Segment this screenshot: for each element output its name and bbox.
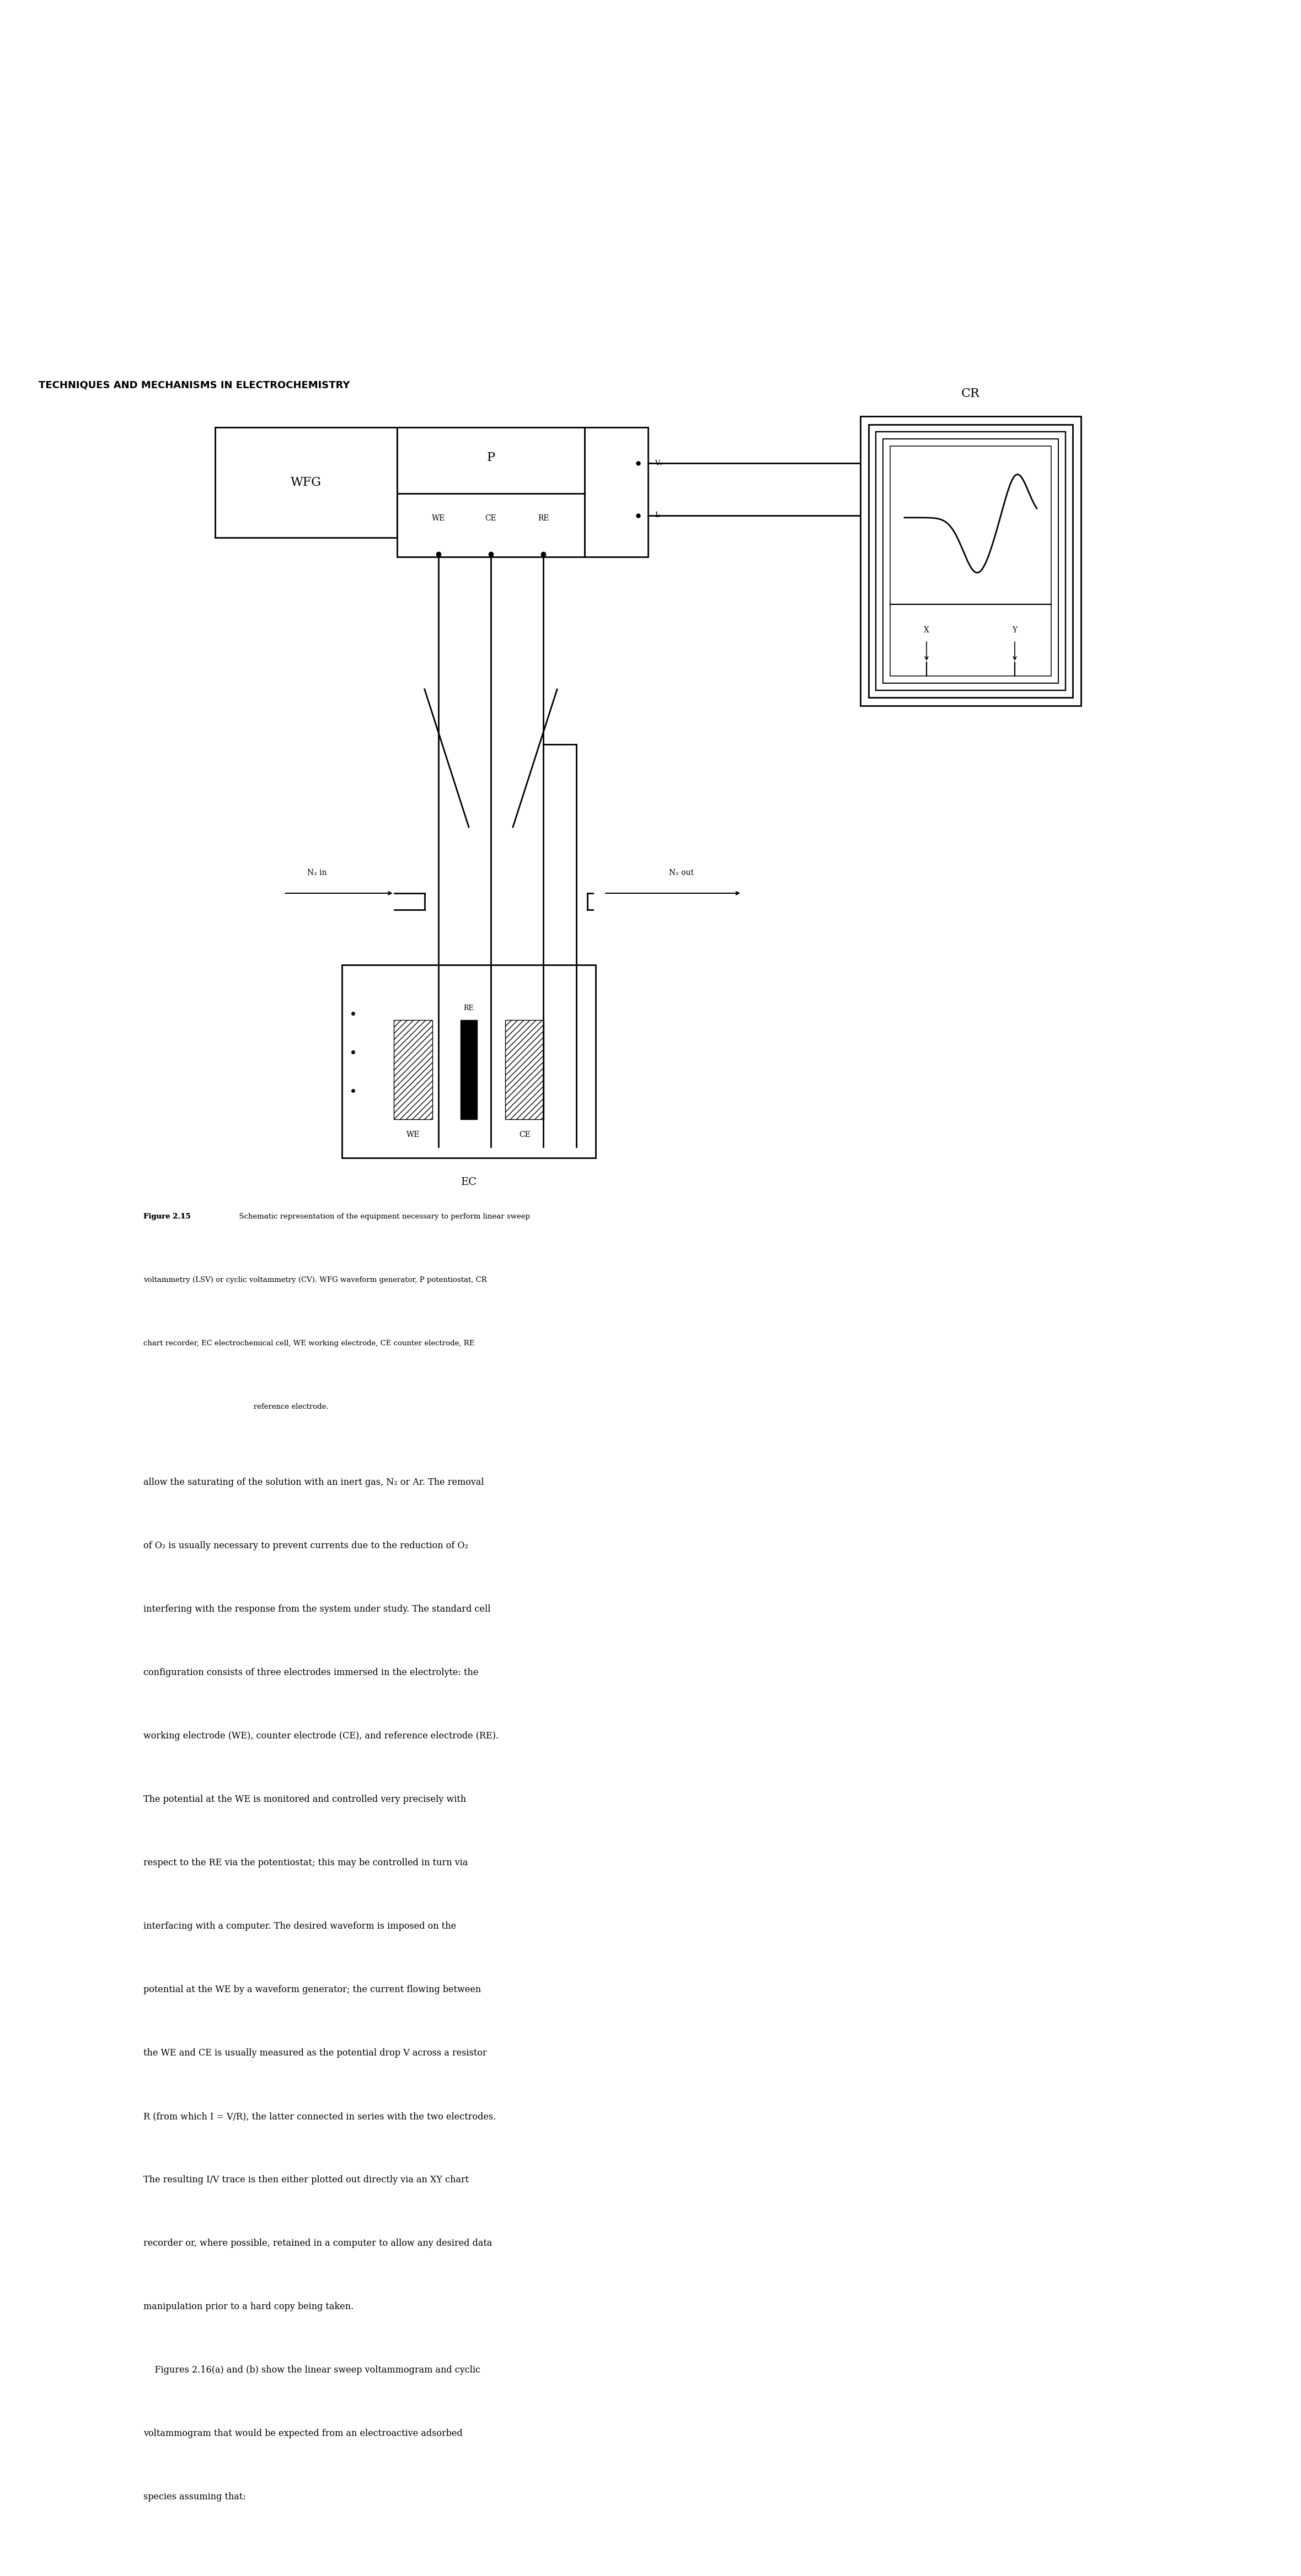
Text: configuration consists of three electrodes immersed in the electrolyte: the: configuration consists of three electrod…	[143, 1667, 479, 1677]
Text: respect to the RE via the potentiostat; this may be controlled in turn via: respect to the RE via the potentiostat; …	[143, 1857, 468, 1868]
Bar	[869, 425, 1073, 698]
Text: RE: RE	[463, 1005, 474, 1012]
Bar	[505, 1020, 544, 1121]
Text: voltammogram that would be expected from an electroactive adsorbed: voltammogram that would be expected from…	[143, 2429, 463, 2437]
Bar	[215, 428, 397, 538]
Text: Schematic representation of the equipment necessary to perform linear sweep: Schematic representation of the equipmen…	[234, 1213, 530, 1221]
Bar	[394, 1020, 432, 1121]
Bar	[584, 428, 648, 556]
Text: reference electrode.: reference electrode.	[143, 1404, 328, 1412]
Text: N₂ out: N₂ out	[669, 868, 693, 876]
Bar	[397, 428, 584, 556]
Text: The resulting I/V trace is then either plotted out directly via an XY chart: The resulting I/V trace is then either p…	[143, 2174, 468, 2184]
Text: CR: CR	[961, 386, 980, 399]
Text: WE: WE	[432, 515, 445, 523]
Text: allow the saturating of the solution with an inert gas, N₂ or Ar. The removal: allow the saturating of the solution wit…	[143, 1479, 484, 1486]
Text: The potential at the WE is monitored and controlled very precisely with: The potential at the WE is monitored and…	[143, 1795, 466, 1803]
Text: manipulation prior to a hard copy being taken.: manipulation prior to a hard copy being …	[143, 2303, 354, 2311]
Text: species assuming that:: species assuming that:	[143, 2491, 246, 2501]
Text: N₂ in: N₂ in	[307, 868, 327, 876]
Text: working electrode (WE), counter electrode (CE), and reference electrode (RE).: working electrode (WE), counter electrod…	[143, 1731, 498, 1741]
Bar	[342, 966, 596, 1157]
Text: the WE and CE is usually measured as the potential drop V across a resistor: the WE and CE is usually measured as the…	[143, 2048, 487, 2058]
Text: WFG: WFG	[290, 477, 321, 489]
Text: Figure 2.15: Figure 2.15	[143, 1213, 191, 1221]
Text: V₀: V₀	[654, 459, 662, 466]
Text: WE: WE	[406, 1131, 420, 1139]
Text: TECHNIQUES AND MECHANISMS IN ELECTROCHEMISTRY: TECHNIQUES AND MECHANISMS IN ELECTROCHEM…	[39, 381, 350, 392]
Text: Figure 2.15: Figure 2.15	[143, 1213, 191, 1221]
Text: Figures 2.16(a) and (b) show the linear sweep voltammogram and cyclic: Figures 2.16(a) and (b) show the linear …	[143, 2365, 480, 2375]
Text: P: P	[487, 451, 494, 464]
Text: recorder or, where possible, retained in a computer to allow any desired data: recorder or, where possible, retained in…	[143, 2239, 492, 2249]
Text: EC: EC	[461, 1177, 476, 1188]
Text: Y: Y	[1012, 626, 1017, 634]
Text: interfacing with a computer. The desired waveform is imposed on the: interfacing with a computer. The desired…	[143, 1922, 457, 1932]
Bar	[860, 417, 1081, 706]
Text: R (from which I = V/R), the latter connected in series with the two electrodes.: R (from which I = V/R), the latter conne…	[143, 2112, 496, 2120]
Bar	[461, 1020, 477, 1121]
Text: interfering with the response from the system under study. The standard cell: interfering with the response from the s…	[143, 1605, 490, 1613]
Bar	[890, 446, 1051, 675]
Text: X: X	[924, 626, 929, 634]
Text: CE: CE	[485, 515, 497, 523]
Bar	[876, 433, 1066, 690]
Text: voltammetry (LSV) or cyclic voltammetry (CV). WFG waveform generator, P potentio: voltammetry (LSV) or cyclic voltammetry …	[143, 1278, 487, 1283]
Text: RE: RE	[537, 515, 549, 523]
Text: CE: CE	[519, 1131, 531, 1139]
Text: chart recorder, EC electrochemical cell, WE working electrode, CE counter electr: chart recorder, EC electrochemical cell,…	[143, 1340, 475, 1347]
Text: of O₂ is usually necessary to prevent currents due to the reduction of O₂: of O₂ is usually necessary to prevent cu…	[143, 1540, 468, 1551]
Text: potential at the WE by a waveform generator; the current flowing between: potential at the WE by a waveform genera…	[143, 1986, 481, 1994]
Bar	[883, 438, 1058, 683]
Text: I₀: I₀	[654, 513, 660, 520]
